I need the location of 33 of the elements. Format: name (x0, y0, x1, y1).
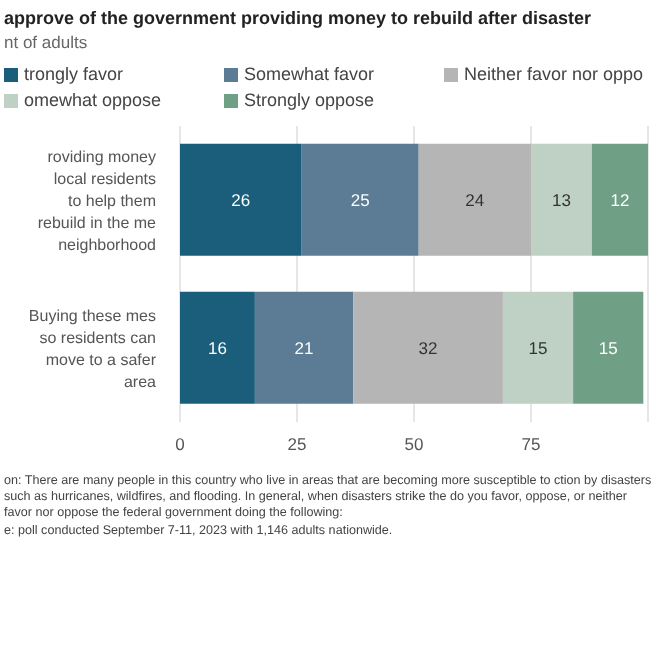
data-label: 15 (598, 337, 619, 358)
legend-label: Neither favor nor oppo (462, 64, 646, 84)
y-tick-label: Buying these mes so residents can move to a safer area (28, 306, 158, 391)
x-tick-label: 50 (404, 434, 424, 455)
x-tick-label: 25 (287, 434, 307, 455)
x-tick-label: 75 (521, 434, 541, 455)
x-tick-label: 0 (175, 434, 186, 455)
y-tick-label: roviding money local residents to help them rebuild in the me neighborhood (37, 147, 158, 254)
chart-subtitle: nt of adults (4, 32, 90, 52)
data-label: 32 (418, 337, 439, 358)
bar (180, 143, 302, 256)
bar (254, 291, 354, 404)
legend-label: Somewhat favor (242, 64, 377, 84)
bar (301, 143, 419, 256)
data-label: 16 (207, 337, 228, 358)
bar (591, 143, 648, 256)
bar (502, 291, 574, 404)
data-label: 26 (231, 189, 251, 210)
data-label: 12 (610, 189, 630, 210)
data-label: 21 (294, 337, 315, 358)
legend-label: trongly favor (22, 64, 126, 84)
bar (180, 291, 255, 404)
bar (531, 143, 592, 256)
bar (418, 143, 531, 256)
legend-label: omewhat oppose (22, 90, 164, 110)
data-label: 15 (528, 337, 549, 358)
bar (573, 291, 644, 404)
chart-title: approve of the government providing money to rebuild after disaster (4, 8, 594, 28)
data-label: 24 (465, 189, 485, 210)
data-label: 25 (350, 189, 371, 210)
bar (353, 291, 503, 404)
legend-label: Strongly oppose (242, 90, 377, 110)
data-label: 13 (551, 189, 572, 210)
